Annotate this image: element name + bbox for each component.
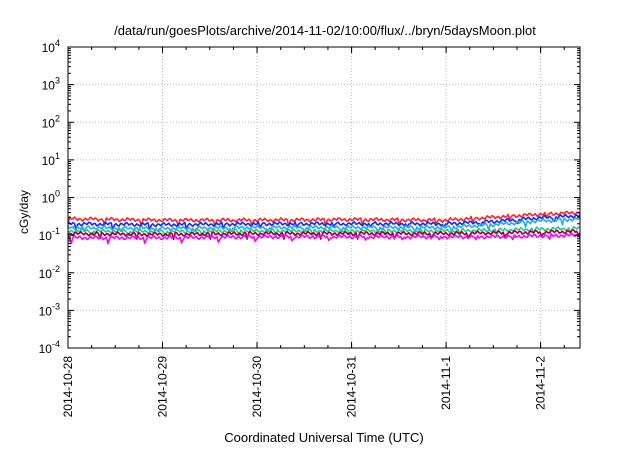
- x-tick-label: 2014-10-29: [156, 356, 170, 418]
- series-line-3: [67, 216, 581, 233]
- y-tick-exponent: -4: [52, 339, 60, 349]
- x-tick-label: 2014-11-1: [439, 356, 453, 410]
- y-tick-exponent: -3: [52, 301, 60, 311]
- y-tick-exponent: 0: [55, 189, 60, 199]
- y-tick-exponent: 4: [55, 38, 60, 48]
- y-tick-label: 10-2: [39, 264, 60, 281]
- y-tick-base: 10: [39, 342, 53, 356]
- y-tick-base: 10: [42, 116, 56, 130]
- y-axis-label: cGy/day: [17, 190, 31, 234]
- series-line-1: [67, 210, 581, 228]
- y-tick-base: 10: [39, 304, 53, 318]
- y-tick-exponent: 3: [55, 76, 60, 86]
- axis-ticks: 10-410-310-210-11001011021031042014-10-2…: [39, 38, 580, 417]
- y-tick-label: 102: [42, 113, 60, 130]
- x-tick-label: 2014-10-30: [250, 356, 264, 418]
- series-line-6: [67, 232, 581, 245]
- x-tick-label: 2014-11-2: [534, 356, 548, 410]
- y-tick-exponent: -1: [52, 226, 60, 236]
- y-tick-label: 10-1: [39, 226, 60, 243]
- y-tick-label: 104: [42, 38, 60, 55]
- y-tick-base: 10: [39, 229, 53, 243]
- y-tick-base: 10: [39, 267, 53, 281]
- series-lines: [67, 210, 581, 245]
- y-tick-label: 100: [42, 189, 60, 206]
- series-line-4: [67, 226, 581, 237]
- y-tick-base: 10: [42, 154, 56, 168]
- y-tick-label: 10-3: [39, 301, 60, 318]
- y-tick-exponent: -2: [52, 264, 60, 274]
- y-tick-label: 103: [42, 76, 60, 93]
- y-tick-label: 10-4: [39, 339, 60, 356]
- y-tick-exponent: 2: [55, 113, 60, 123]
- y-tick-label: 101: [42, 151, 60, 168]
- x-tick-label: 2014-10-28: [61, 356, 75, 418]
- y-tick-base: 10: [42, 192, 56, 206]
- x-tick-label: 2014-10-31: [345, 356, 359, 418]
- y-tick-base: 10: [42, 41, 56, 55]
- y-tick-exponent: 1: [55, 151, 60, 161]
- grid-lines: [67, 46, 580, 349]
- series-line-5: [67, 229, 581, 241]
- chart-title: /data/run/goesPlots/archive/2014-11-02/1…: [114, 23, 536, 38]
- y-tick-base: 10: [42, 79, 56, 93]
- series-line-2: [67, 213, 581, 231]
- x-axis-label: Coordinated Universal Time (UTC): [224, 430, 423, 445]
